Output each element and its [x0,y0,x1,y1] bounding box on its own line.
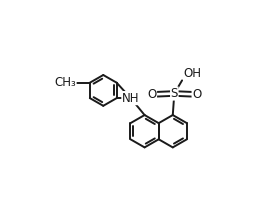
Text: CH₃: CH₃ [54,76,76,89]
Text: NH: NH [122,92,139,105]
Text: OH: OH [184,67,202,80]
Text: S: S [171,87,178,100]
Text: O: O [147,88,157,101]
Text: O: O [192,88,202,101]
